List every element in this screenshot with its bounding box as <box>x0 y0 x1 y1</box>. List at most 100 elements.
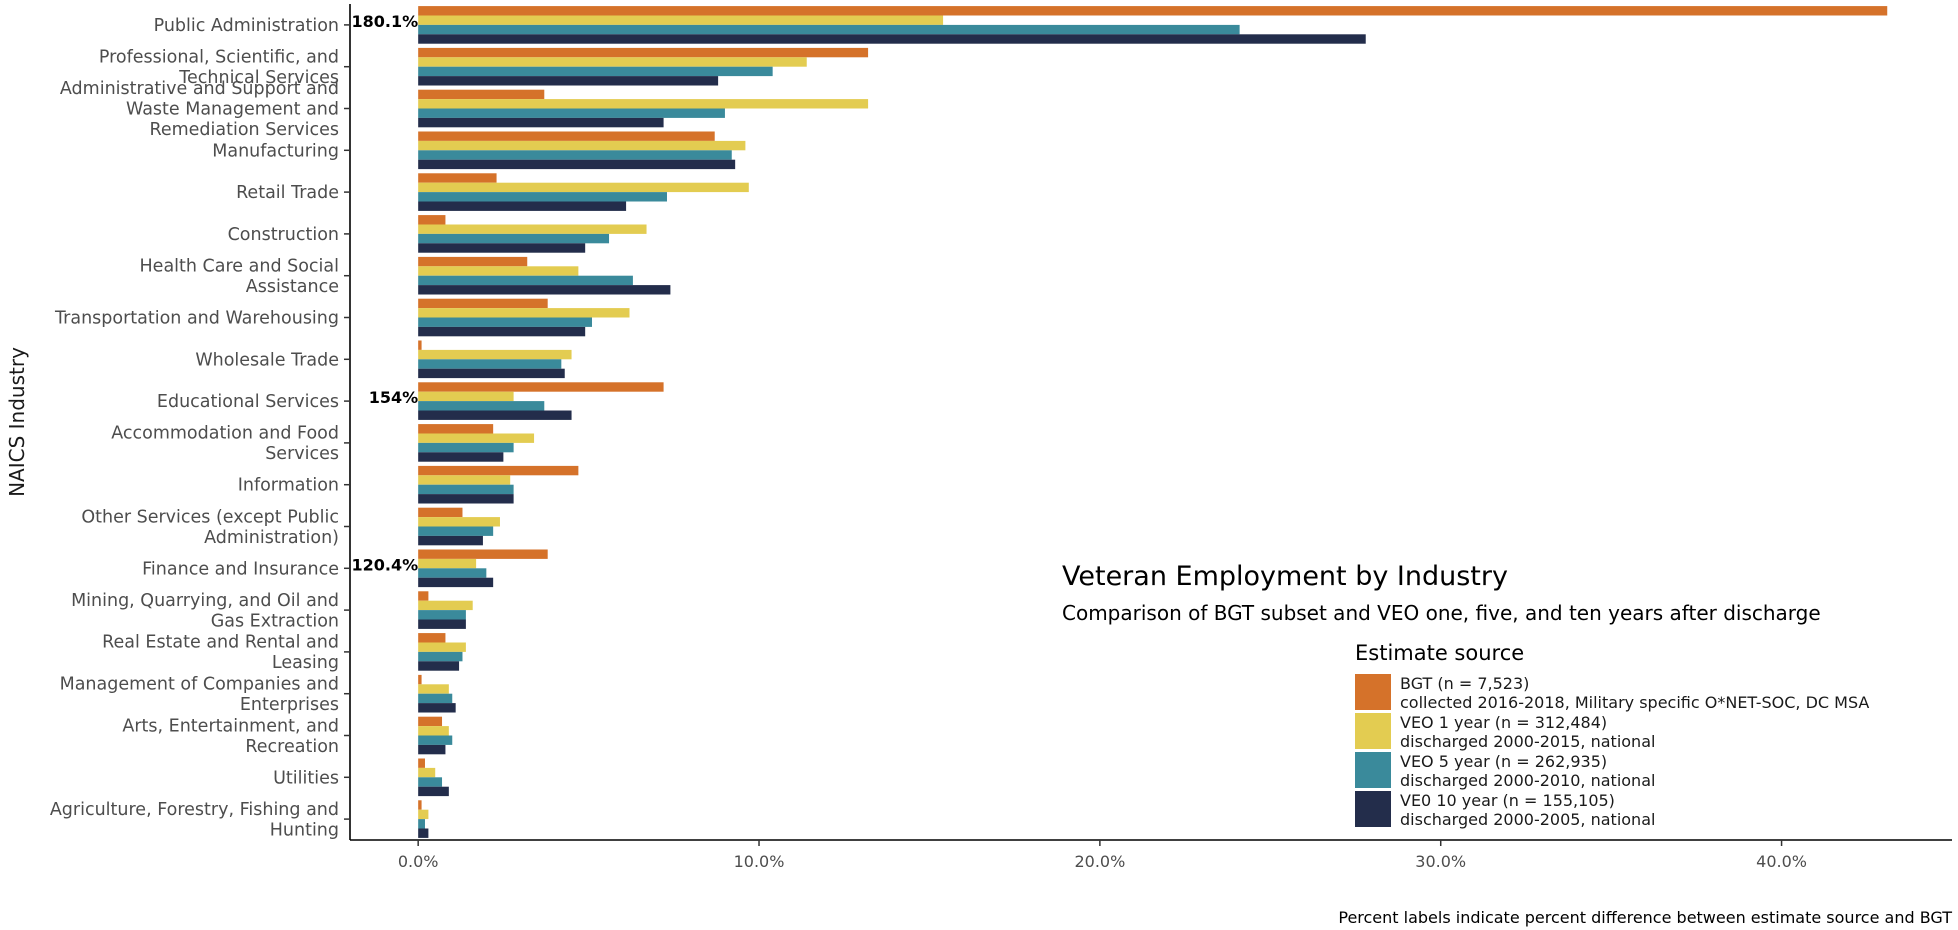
legend-label-detail: discharged 2000-2010, national <box>1400 771 1655 790</box>
bar-2-1 <box>418 66 773 77</box>
bar-0-13 <box>418 549 548 559</box>
category-label: Manufacturing <box>212 141 339 161</box>
percent-difference-label: 120.4% <box>352 555 419 574</box>
bar-3-19 <box>418 828 429 838</box>
category-label: Administrative and Support and <box>60 79 339 99</box>
bar-1-8 <box>418 349 572 360</box>
category-label: Utilities <box>273 768 339 788</box>
bar-1-2 <box>418 99 869 109</box>
bar-1-14 <box>418 600 473 611</box>
category-label: Services <box>265 444 339 464</box>
bar-0-16 <box>418 674 422 685</box>
x-tick-label: 30.0% <box>1415 852 1466 871</box>
category-label: Arts, Entertainment, and <box>122 716 339 736</box>
category-label: Administration) <box>204 528 339 548</box>
bar-2-3 <box>418 150 732 160</box>
category-label: Construction <box>228 225 339 245</box>
bar-1-15 <box>418 642 466 652</box>
category-label: Gas Extraction <box>211 611 339 631</box>
bar-3-11 <box>418 494 514 504</box>
legend-label-detail: discharged 2000-2015, national <box>1400 732 1655 751</box>
legend-label: BGT (n = 7,523) <box>1400 674 1529 693</box>
bar-3-2 <box>418 117 664 128</box>
category-label: Management of Companies and <box>60 674 339 694</box>
category-label: Health Care and Social <box>140 256 339 276</box>
legend-swatch <box>1355 713 1391 749</box>
bar-2-14 <box>418 610 466 620</box>
bar-3-4 <box>418 201 627 211</box>
category-label: Mining, Quarrying, and Oil and <box>71 591 339 611</box>
category-label: Leasing <box>272 653 339 673</box>
bar-2-7 <box>418 317 593 327</box>
category-label: Public Administration <box>154 16 339 36</box>
bar-0-18 <box>418 758 425 768</box>
category-label: Remediation Services <box>149 120 339 140</box>
category-label: Transportation and Warehousing <box>54 309 339 329</box>
bar-3-3 <box>418 159 736 170</box>
bar-2-9 <box>418 401 545 411</box>
caption: Percent labels indicate percent differen… <box>1338 908 1952 927</box>
bar-2-15 <box>418 651 463 662</box>
legend-label-detail: discharged 2000-2005, national <box>1400 810 1655 829</box>
bar-0-6 <box>418 256 528 267</box>
category-label: Professional, Scientific, and <box>99 47 339 67</box>
bar-1-13 <box>418 558 477 569</box>
bar-2-16 <box>418 693 453 704</box>
category-label: Enterprises <box>240 695 339 715</box>
y-axis-title: NAICS Industry <box>5 347 29 497</box>
bar-3-12 <box>418 535 483 546</box>
bar-2-10 <box>418 442 514 453</box>
bar-0-3 <box>418 131 715 141</box>
bar-1-1 <box>418 57 807 67</box>
bar-0-9 <box>418 382 664 392</box>
chart-title: Veteran Employment by Industry <box>1062 561 1508 592</box>
bar-1-11 <box>418 475 511 485</box>
bar-0-7 <box>418 298 548 309</box>
legend-label: VEO 5 year (n = 262,935) <box>1400 752 1607 771</box>
legend-label: VE0 10 year (n = 155,105) <box>1400 791 1615 810</box>
bar-0-10 <box>418 424 494 434</box>
category-label: Waste Management and <box>126 100 339 120</box>
annotations: 180.1% 154% 120.4% <box>352 12 419 574</box>
percent-difference-label: 180.1% <box>352 12 419 31</box>
bar-3-13 <box>418 577 494 588</box>
legend-swatch <box>1355 791 1391 827</box>
bar-3-17 <box>418 744 446 755</box>
bar-0-19 <box>418 800 422 810</box>
x-tick-label: 10.0% <box>734 852 785 871</box>
bar-1-3 <box>418 140 746 151</box>
bar-3-5 <box>418 243 586 253</box>
category-label: Technical Services <box>178 68 339 88</box>
bar-3-0 <box>418 34 1366 44</box>
bar-0-12 <box>418 507 463 518</box>
bar-1-0 <box>418 15 944 25</box>
bar-0-4 <box>418 173 497 183</box>
bar-1-18 <box>418 767 436 778</box>
legend: BGT (n = 7,523) collected 2016-2018, Mil… <box>1355 674 1869 829</box>
bar-2-19 <box>418 819 425 829</box>
category-label: Educational Services <box>157 392 339 412</box>
bar-2-0 <box>418 24 1240 35</box>
category-label: Real Estate and Rental and <box>102 633 339 653</box>
bar-3-9 <box>418 410 572 420</box>
bar-2-11 <box>418 484 514 495</box>
bar-1-6 <box>418 266 579 276</box>
bar-0-5 <box>418 215 446 225</box>
bar-0-2 <box>418 89 545 100</box>
bar-0-11 <box>418 465 579 476</box>
x-tick-label: 40.0% <box>1756 852 1807 871</box>
bar-2-12 <box>418 526 494 536</box>
bar-1-9 <box>418 391 514 402</box>
legend-background <box>1340 636 1952 836</box>
bar-0-14 <box>418 591 429 601</box>
category-label: Wholesale Trade <box>195 350 339 370</box>
bar-1-12 <box>418 517 500 527</box>
bar-2-5 <box>418 233 610 244</box>
category-label: Finance and Insurance <box>142 559 339 579</box>
x-axis-ticks: 0.0% 10.0% 20.0% 30.0% 40.0% <box>398 840 1807 871</box>
bar-2-8 <box>418 359 562 369</box>
category-label: Hunting <box>270 820 339 840</box>
axes-layer <box>344 4 1952 841</box>
bar-0-15 <box>418 633 446 643</box>
bar-3-8 <box>418 368 565 379</box>
